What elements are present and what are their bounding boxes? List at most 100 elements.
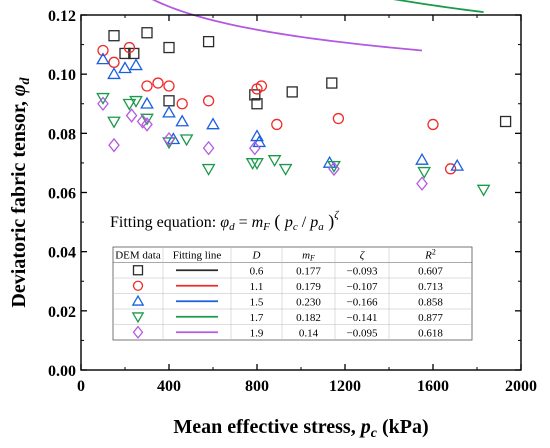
data-point-3-14	[476, 184, 491, 197]
data-point-0-0	[108, 30, 120, 42]
data-point-2-8	[206, 117, 220, 130]
data-point-1-12	[427, 118, 439, 131]
data-point-1-5	[163, 80, 175, 92]
legend-mf-0: 0.177	[296, 265, 321, 277]
legend-d-3: 1.7	[250, 312, 264, 324]
legend-r2-1: 0.713	[418, 281, 443, 293]
data-point-1-1	[108, 56, 120, 68]
data-point-4-7	[248, 140, 261, 156]
fitting-equation: Fitting equation: φd = mF ( pc / pa )ζ	[110, 209, 340, 233]
y-tick-label-5: 0.10	[48, 67, 76, 84]
legend-marker-0	[132, 265, 144, 276]
data-point-0-5	[163, 95, 175, 107]
data-point-2-4	[140, 96, 154, 109]
legend-table: Fitting equation: φd = mF ( pc / pa )ζ DE…	[110, 209, 473, 341]
data-point-3-11	[278, 163, 293, 176]
data-point-0-7	[249, 89, 261, 101]
data-point-0-6	[202, 35, 215, 48]
legend-mf-1: 0.179	[296, 281, 321, 293]
data-point-3-10	[267, 155, 282, 168]
data-point-0-4	[163, 41, 175, 54]
data-point-4-6	[202, 140, 215, 156]
y-tick-label-3: 0.06	[48, 186, 76, 203]
axis-ticks: 0 400 800 1200 1600 2000 0.00 0.02 0.04 0.06 0.08 0…	[48, 8, 537, 395]
data-point-2-13	[450, 158, 465, 171]
data-point-2-0	[96, 52, 110, 65]
x-tick-label-5: 2000	[505, 378, 537, 395]
data-point-2-2	[118, 61, 132, 74]
data-point-3-3	[129, 95, 143, 108]
data-point-2-12	[415, 152, 429, 165]
data-point-3-9	[250, 158, 264, 170]
fit-lines	[151, 0, 484, 52]
legend-mf-3: 0.182	[296, 312, 321, 324]
legend-marker-3	[131, 312, 145, 324]
y-tick-label-0: 0.00	[48, 363, 76, 380]
data-point-0-11	[499, 115, 512, 128]
legend-d-0: 0.6	[250, 265, 264, 277]
data-point-4-5	[163, 131, 175, 147]
data-point-3-2	[122, 98, 137, 111]
legend-d-1: 1.1	[250, 281, 264, 293]
data-point-1-4	[152, 77, 164, 89]
data-point-4-4	[141, 117, 153, 132]
data-markers	[96, 27, 512, 197]
data-point-3-4	[140, 113, 154, 126]
data-point-4-0	[97, 96, 109, 112]
legend-r2-4: 0.618	[418, 327, 443, 339]
data-point-4-9	[416, 176, 428, 191]
legend-marker-1	[132, 280, 144, 291]
fit-line-3	[393, 0, 484, 14]
data-point-2-3	[129, 58, 143, 71]
x-tick-label-3: 1200	[329, 378, 361, 395]
legend-header-d: D	[252, 250, 261, 262]
data-point-0-10	[326, 77, 338, 89]
data-point-4-1	[108, 137, 120, 153]
y-tick-label-6: 0.12	[48, 8, 76, 25]
legend-mf-4: 0.14	[299, 327, 319, 339]
legend-header-zeta: ζ	[360, 250, 366, 262]
data-point-2-1	[107, 67, 121, 80]
legend-header-mf: mF	[302, 250, 315, 263]
data-point-3-6	[179, 134, 194, 147]
legend-r2-2: 0.858	[418, 296, 443, 308]
legend-marker-4	[132, 325, 144, 339]
data-point-1-3	[141, 80, 153, 92]
data-point-3-7	[201, 163, 216, 176]
data-point-3-5	[162, 137, 176, 150]
data-point-3-0	[96, 92, 110, 105]
y-axis-label: Deviatoric fabric tensor, φd	[8, 76, 33, 307]
legend-zeta-3: −0.141	[347, 312, 378, 324]
data-point-0-8	[251, 98, 263, 110]
data-point-1-13	[444, 163, 457, 175]
x-tick-label-4: 1600	[417, 378, 449, 395]
legend-r2-0: 0.607	[418, 265, 443, 277]
data-point-1-10	[271, 118, 283, 131]
legend-marker-2	[131, 294, 145, 306]
axis-labels: Mean effective stress, pc (kPa) Deviatori…	[8, 76, 429, 441]
data-point-0-9	[286, 86, 298, 98]
legend-zeta-0: −0.093	[347, 265, 378, 277]
legend-zeta-2: −0.166	[347, 296, 378, 308]
x-tick-label-0: 0	[77, 378, 85, 395]
legend-d-4: 1.9	[250, 327, 264, 339]
legend-header-r2: R2	[424, 248, 436, 262]
data-point-1-11	[332, 112, 345, 125]
legend-mf-2: 0.230	[296, 296, 321, 308]
legend-d-2: 1.5	[250, 296, 264, 308]
data-point-1-0	[97, 44, 109, 57]
y-tick-label-1: 0.02	[48, 304, 76, 321]
data-point-0-3	[141, 27, 153, 39]
x-tick-label-1: 400	[157, 378, 181, 395]
y-tick-label-4: 0.08	[48, 126, 76, 143]
legend-zeta-1: −0.107	[347, 281, 378, 293]
data-point-3-13	[417, 166, 432, 179]
data-point-1-9	[255, 80, 268, 92]
legend-header-fit: Fitting line	[173, 250, 222, 262]
x-tick-label-2: 800	[245, 378, 269, 395]
data-point-2-5	[162, 105, 176, 118]
fit-line-4	[151, 0, 423, 52]
x-axis-label: Mean effective stress, pc (kPa)	[173, 416, 428, 441]
data-point-2-7	[175, 114, 190, 127]
